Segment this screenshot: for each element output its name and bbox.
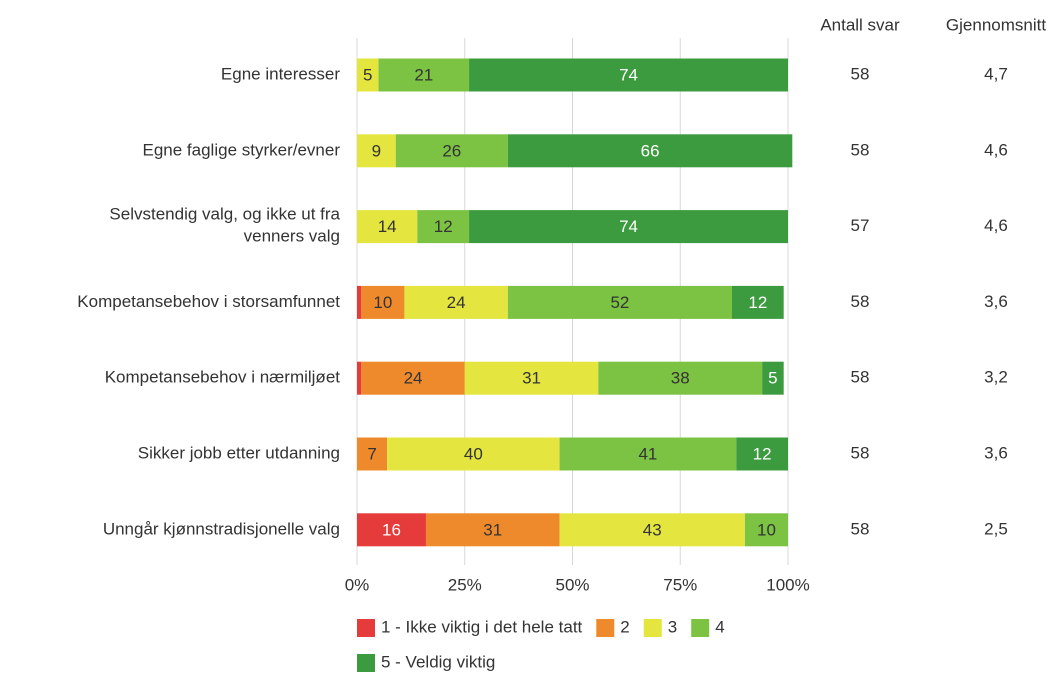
legend-swatch <box>357 619 375 637</box>
bar-segment <box>559 437 737 471</box>
value-label: 40 <box>464 444 483 463</box>
x-tick-label: 50% <box>555 575 589 594</box>
value-label: 52 <box>610 293 629 312</box>
legend-item: 4 <box>691 617 725 637</box>
bar-segment <box>357 134 396 168</box>
value-label: 74 <box>619 217 638 236</box>
value-label: 12 <box>748 293 767 312</box>
column-value: 58 <box>851 292 870 311</box>
bar-segment <box>378 58 470 92</box>
column-value: 4,6 <box>984 140 1008 159</box>
column-header: Antall svar <box>820 15 900 34</box>
column-value: 3,6 <box>984 443 1008 462</box>
bar-segment <box>395 134 508 168</box>
bar-segment <box>744 513 788 547</box>
bar-segment <box>357 513 426 547</box>
bar-segment <box>598 361 763 395</box>
category-label: Selvstendig valg, og ikke ut fra venners … <box>109 205 340 246</box>
category-label: Egne faglige styrker/evner <box>143 140 341 159</box>
column-value: 57 <box>851 216 870 235</box>
legend-swatch <box>357 654 375 672</box>
value-label: 31 <box>522 369 541 388</box>
value-label: 10 <box>757 520 776 539</box>
category-label: Kompetansebehov i nærmiljøet <box>105 368 341 387</box>
value-label: 38 <box>671 369 690 388</box>
value-label: 5 <box>363 65 372 84</box>
value-label: 43 <box>643 520 662 539</box>
bar-segment <box>404 285 508 319</box>
bar-segment <box>357 210 418 244</box>
category-label: Kompetansebehov i storsamfunnet <box>77 292 340 311</box>
column-value: 58 <box>851 519 870 538</box>
bar-segment <box>357 361 362 395</box>
column-value: 3,2 <box>984 368 1008 387</box>
legend-swatch <box>643 619 662 637</box>
column-header: Gjennomsnitt <box>946 15 1046 34</box>
bar-segment <box>357 285 362 319</box>
column-value: 2,5 <box>984 519 1008 538</box>
value-label: 26 <box>442 141 461 160</box>
column-value: 58 <box>851 140 870 159</box>
value-label: 31 <box>483 520 502 539</box>
category-label: Unngår kjønnstradisjonelle valg <box>103 519 340 538</box>
bar-segment <box>357 58 379 92</box>
x-tick-label: 25% <box>448 575 482 594</box>
bar-segment <box>464 361 599 395</box>
column-value: 3,6 <box>984 292 1008 311</box>
column-value: 58 <box>851 64 870 83</box>
value-label: 14 <box>378 217 397 236</box>
value-label: 66 <box>641 141 660 160</box>
bar-segment <box>361 285 405 319</box>
bar-segment <box>762 361 784 395</box>
legend-label: 2 <box>620 617 629 636</box>
bar-segment <box>736 437 788 471</box>
legend-item: 2 <box>596 617 630 637</box>
column-value: 58 <box>851 443 870 462</box>
legend-item: 3 <box>643 617 677 637</box>
column-value: 4,6 <box>984 216 1008 235</box>
category-label: Egne interesser <box>221 64 340 83</box>
value-label: 24 <box>404 369 423 388</box>
legend-item: 5 - Veldig viktig <box>357 652 495 672</box>
x-tick-label: 75% <box>663 575 697 594</box>
bar-segment <box>731 285 784 319</box>
legend-label: 4 <box>715 617 724 636</box>
value-label: 21 <box>414 65 433 84</box>
bar-segment <box>417 210 470 244</box>
legend-swatch <box>596 619 615 637</box>
legend-label: 5 - Veldig viktig <box>381 652 495 671</box>
value-label: 41 <box>638 444 657 463</box>
bar-segment <box>469 210 788 244</box>
category-label: Sikker jobb etter utdanning <box>138 443 340 462</box>
bar-segment <box>507 134 793 168</box>
column-value: 4,7 <box>984 64 1008 83</box>
bar-segment <box>469 58 788 92</box>
bar-segment <box>507 285 732 319</box>
value-label: 12 <box>434 217 453 236</box>
bar-segment <box>357 437 388 471</box>
legend-swatch <box>691 619 710 637</box>
bar-segment <box>361 361 465 395</box>
value-label: 9 <box>372 141 381 160</box>
legend-label: 1 - Ikke viktig i det hele tatt <box>381 617 583 636</box>
bar-segment <box>387 437 560 471</box>
value-label: 12 <box>753 444 772 463</box>
value-label: 74 <box>619 65 638 84</box>
x-tick-label: 0% <box>345 575 370 594</box>
value-label: 10 <box>373 293 392 312</box>
legend-label: 3 <box>668 617 677 636</box>
column-value: 58 <box>851 368 870 387</box>
value-label: 5 <box>768 369 777 388</box>
value-label: 24 <box>447 293 466 312</box>
x-tick-label: 100% <box>766 575 809 594</box>
value-label: 16 <box>382 520 401 539</box>
value-label: 7 <box>367 444 376 463</box>
legend-item: 1 - Ikke viktig i det hele tatt <box>357 617 583 637</box>
bar-segment <box>559 513 745 547</box>
bar-segment <box>425 513 560 547</box>
